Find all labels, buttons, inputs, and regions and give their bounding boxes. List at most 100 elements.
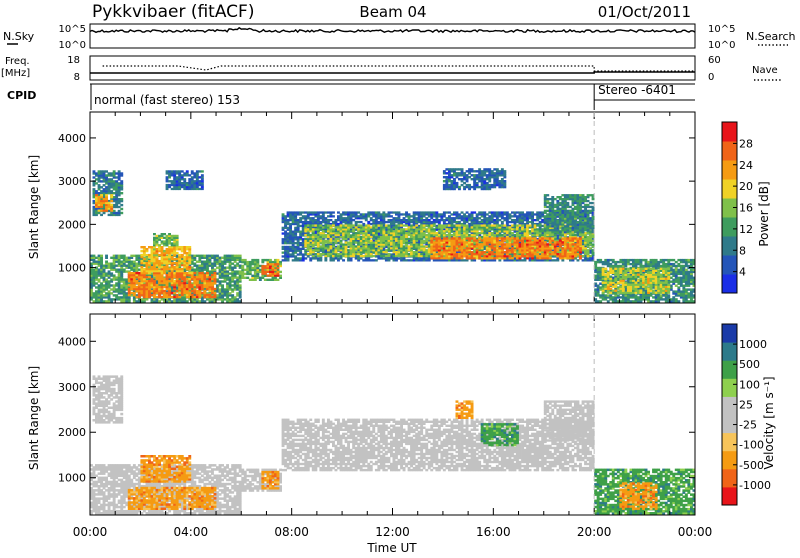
heatmap-cell xyxy=(478,221,481,223)
heatmap-cell xyxy=(115,180,118,182)
heatmap-cell xyxy=(110,298,113,300)
heatmap-cell xyxy=(166,180,169,182)
heatmap-cell xyxy=(304,234,307,236)
heatmap-cell xyxy=(95,194,98,196)
heatmap-cell xyxy=(352,211,355,213)
heatmap-cell xyxy=(307,228,310,230)
heatmap-cell xyxy=(100,190,103,192)
heatmap-cell xyxy=(322,226,325,228)
heatmap-cell xyxy=(178,254,181,256)
freq-left-unit: [MHz] xyxy=(1,68,30,79)
heatmap-cell xyxy=(332,255,335,257)
heatmap-cell xyxy=(196,172,199,174)
heatmap-cell xyxy=(493,219,496,221)
heatmap-cell xyxy=(292,231,295,233)
heatmap-cell xyxy=(95,182,98,184)
heatmap-cell xyxy=(166,172,169,174)
heatmap-cell xyxy=(327,215,330,217)
heatmap-cell xyxy=(173,272,176,274)
heatmap-cell xyxy=(176,294,179,296)
heatmap-cell xyxy=(188,266,191,268)
heatmap-cell xyxy=(355,257,358,259)
heatmap-cell xyxy=(556,234,559,236)
heatmap-cell xyxy=(244,269,247,271)
heatmap-cell xyxy=(130,255,133,257)
heatmap-cell xyxy=(307,234,310,236)
freq-right-tick-bottom: 0 xyxy=(708,72,714,83)
heatmap-cell xyxy=(370,217,373,219)
heatmap-cell xyxy=(135,280,138,282)
heatmap-cell xyxy=(216,294,219,296)
heatmap-cell xyxy=(274,263,277,265)
heatmap-cell xyxy=(198,188,201,190)
heatmap-cell xyxy=(438,213,441,215)
heatmap-cell xyxy=(113,170,116,172)
heatmap-cell xyxy=(282,227,285,229)
heatmap-cell xyxy=(551,259,554,261)
cpid-segment-normal: normal (fast stereo) 153 xyxy=(94,93,240,107)
heatmap-cell xyxy=(335,229,338,231)
heatmap-cell xyxy=(483,211,486,213)
heatmap-cell xyxy=(347,211,350,213)
heatmap-cell xyxy=(337,211,340,213)
heatmap-cell xyxy=(342,211,345,213)
heatmap-cell xyxy=(330,257,333,259)
heatmap-cell xyxy=(506,257,509,259)
heatmap-cell xyxy=(98,210,101,212)
heatmap-cell xyxy=(357,257,360,259)
heatmap-cell xyxy=(203,300,206,302)
heatmap-cell xyxy=(536,259,539,261)
heatmap-cell xyxy=(95,190,98,192)
heatmap-cell xyxy=(299,231,302,233)
heatmap-cell xyxy=(304,257,307,259)
heatmap-cell xyxy=(108,178,111,180)
heatmap-cell xyxy=(105,272,108,274)
heatmap-cell xyxy=(168,268,171,270)
heatmap-cell xyxy=(324,234,327,236)
heatmap-cell xyxy=(292,223,295,225)
heatmap-cell xyxy=(380,213,383,215)
heatmap-cell xyxy=(309,217,312,219)
heatmap-cell xyxy=(103,210,106,212)
heatmap-cell xyxy=(463,259,466,261)
heatmap-cell xyxy=(153,276,156,278)
heatmap-cell xyxy=(529,257,532,259)
heatmap-cell xyxy=(148,280,151,282)
heatmap-cell xyxy=(178,296,181,298)
heatmap-cell xyxy=(327,224,330,226)
heatmap-cell xyxy=(231,284,234,286)
noise-right-tick-bottom: 10^0 xyxy=(708,40,735,51)
heatmap-cell xyxy=(418,240,421,242)
heatmap-cell xyxy=(161,286,164,288)
heatmap-cell xyxy=(191,176,194,178)
heatmap-cell xyxy=(448,215,451,217)
heatmap-cell xyxy=(514,257,517,259)
heatmap-cell xyxy=(287,257,290,259)
heatmap-cell xyxy=(151,266,154,268)
freq-left-tick-top: 18 xyxy=(67,55,80,66)
heatmap-cell xyxy=(191,180,194,182)
heatmap-cell xyxy=(158,300,161,302)
heatmap-cell xyxy=(393,223,396,225)
heatmap-cell xyxy=(309,234,312,236)
heatmap-cell xyxy=(274,273,277,275)
heatmap-cell xyxy=(267,263,270,265)
heatmap-cell xyxy=(103,200,106,202)
heatmap-cell xyxy=(146,262,149,264)
heatmap-cell xyxy=(120,212,123,214)
heatmap-cell xyxy=(327,240,330,242)
heatmap-cell xyxy=(158,270,161,272)
heatmap-cell xyxy=(393,217,396,219)
heatmap-cell xyxy=(430,221,433,223)
heatmap-cell xyxy=(130,272,133,274)
heatmap-cell xyxy=(372,219,375,221)
heatmap-cell xyxy=(554,259,557,261)
heatmap-cell xyxy=(453,217,456,219)
heatmap-cell xyxy=(229,276,232,278)
heatmap-cell xyxy=(93,292,96,294)
heatmap-cell xyxy=(183,172,186,174)
heatmap-cell xyxy=(226,255,229,257)
heatmap-cell xyxy=(171,300,174,302)
heatmap-cell xyxy=(420,257,423,259)
heatmap-cell xyxy=(294,211,297,213)
